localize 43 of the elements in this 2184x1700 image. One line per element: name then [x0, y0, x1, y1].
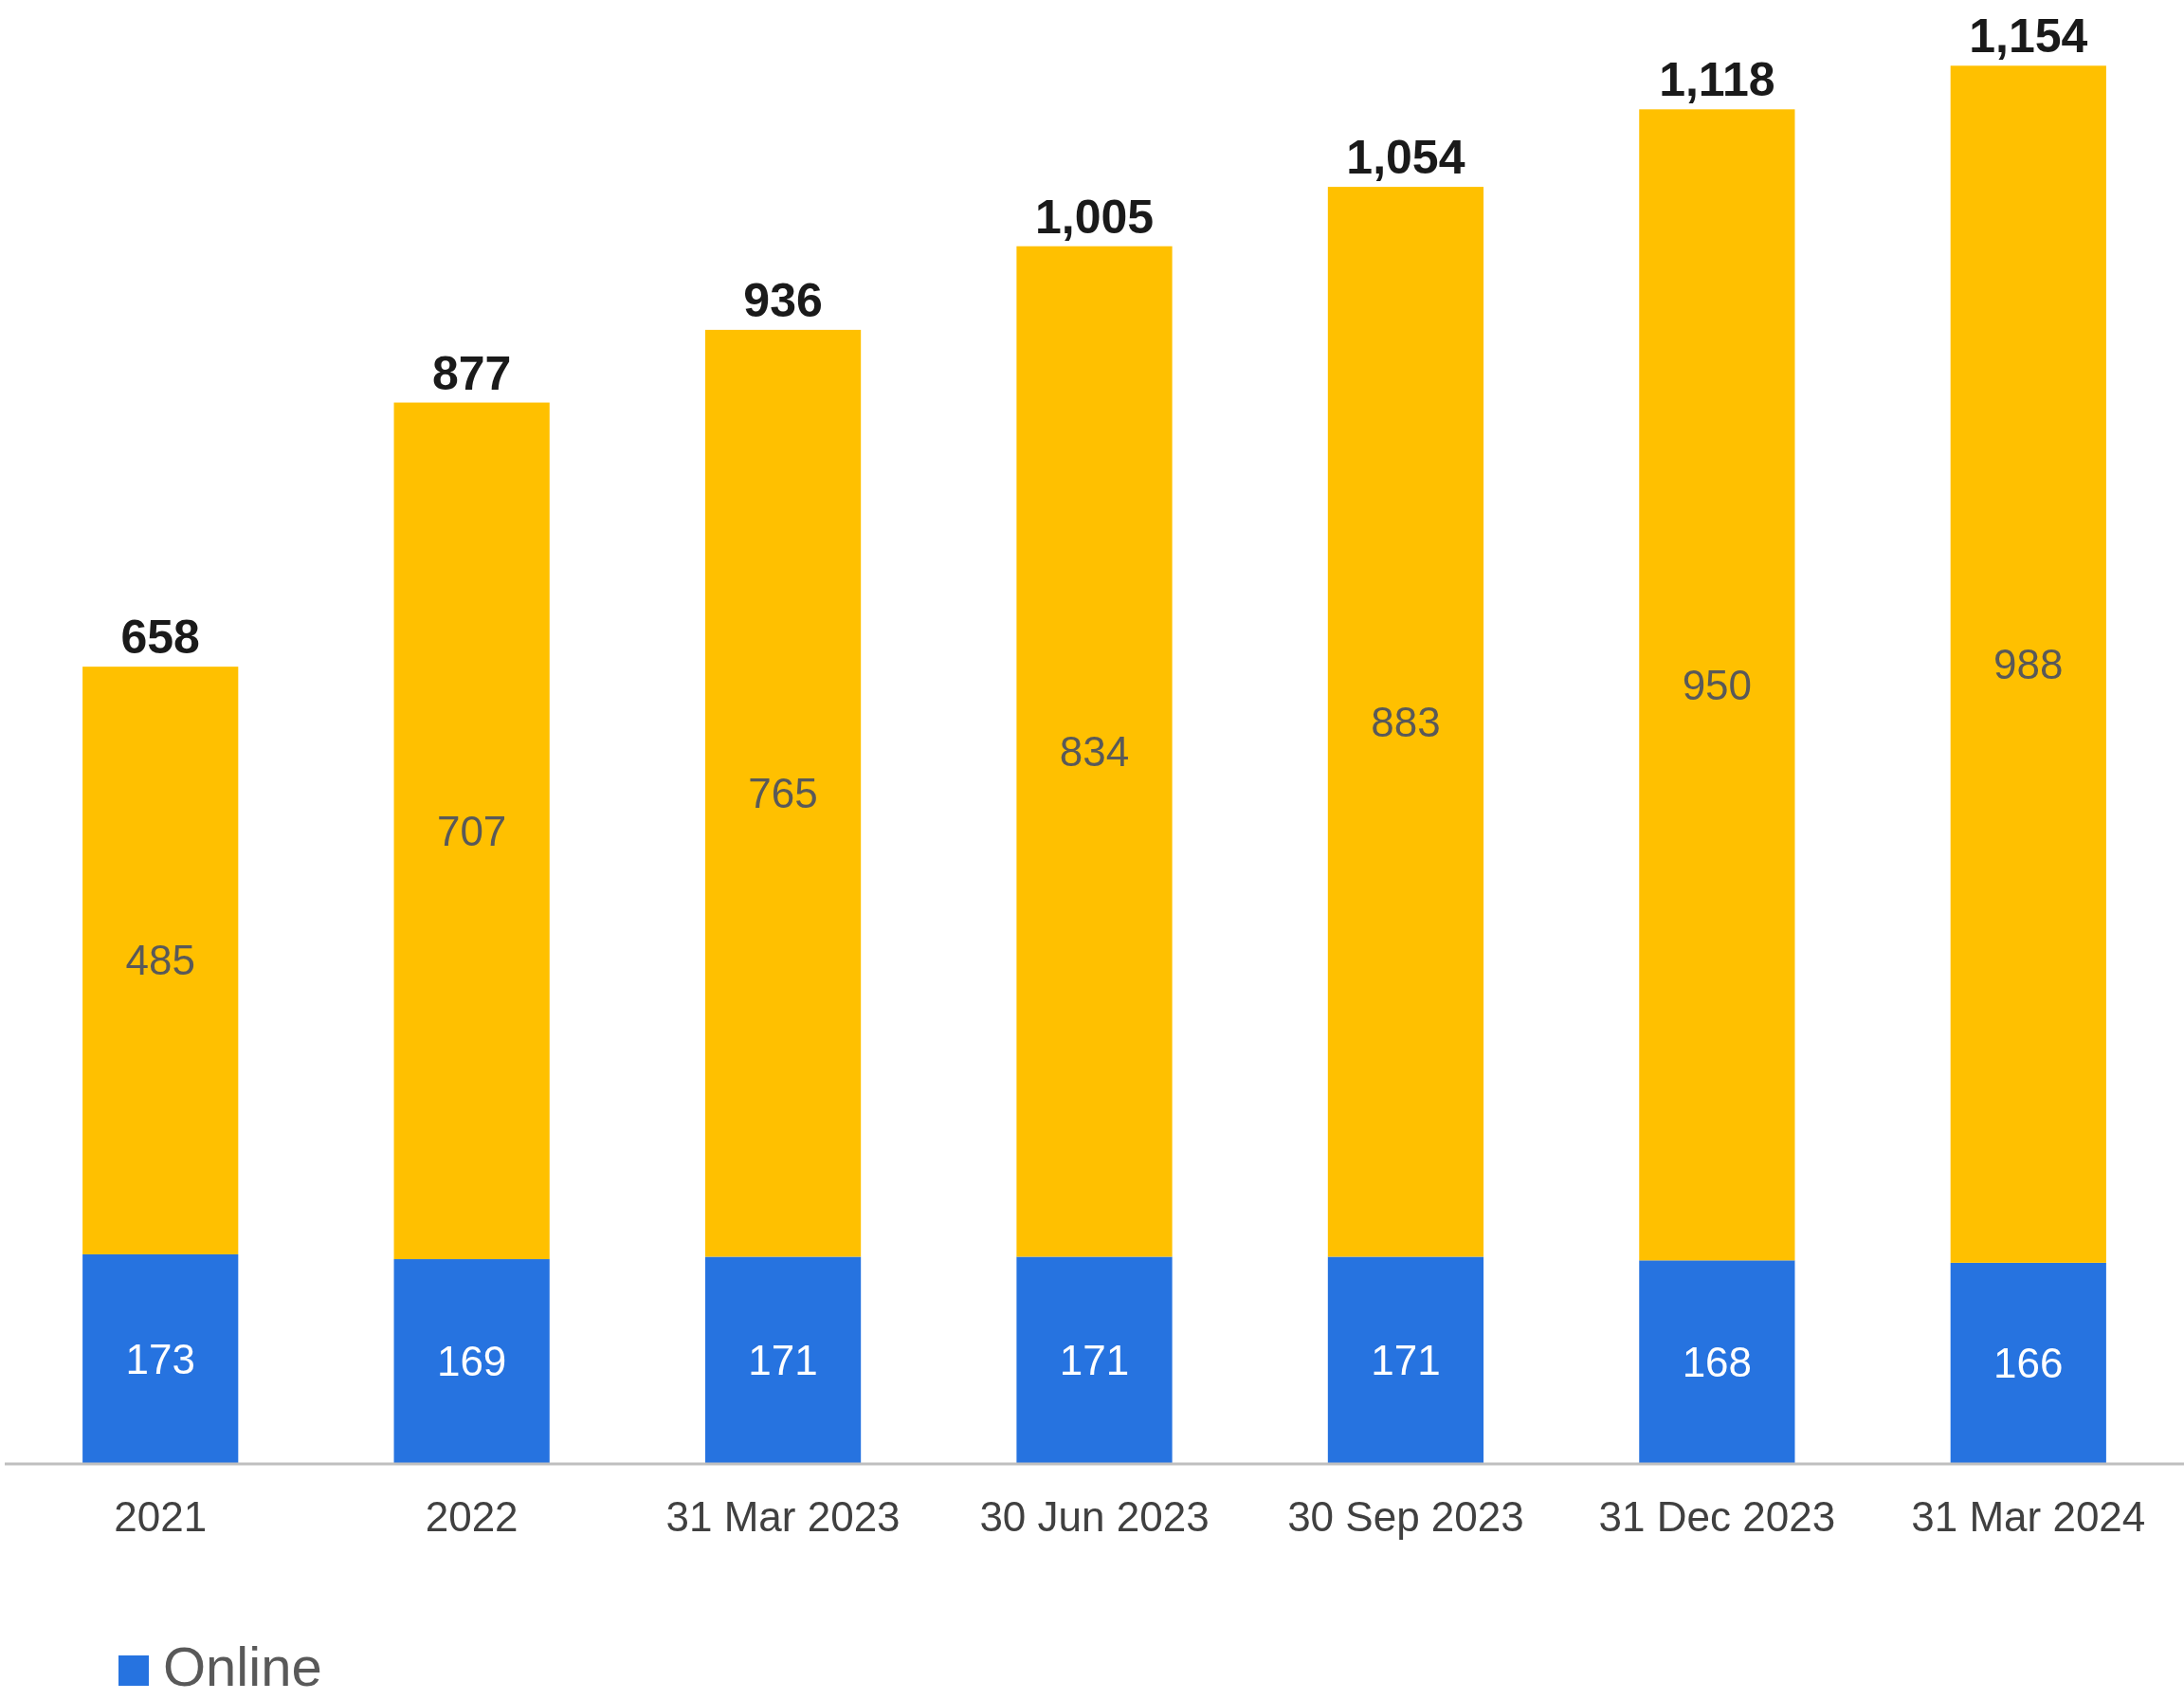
total-label: 936 — [743, 273, 823, 327]
data-label: 171 — [1371, 1337, 1441, 1384]
bar — [393, 1259, 550, 1464]
data-label: 707 — [436, 807, 507, 854]
x-tick-label: 2022 — [425, 1493, 519, 1540]
bar — [82, 667, 239, 1254]
total-label: 1,054 — [1346, 131, 1465, 185]
x-tick-label: 31 Mar 2023 — [665, 1493, 901, 1540]
bar — [1639, 1260, 1795, 1464]
data-label: 834 — [1059, 728, 1130, 775]
x-tick-label: 30 Jun 2023 — [979, 1493, 1210, 1540]
bar — [704, 1256, 862, 1464]
bar — [1950, 1262, 2106, 1464]
bar — [393, 402, 550, 1260]
data-label: 950 — [1682, 661, 1753, 708]
bar — [1327, 1256, 1484, 1464]
bar — [704, 329, 862, 1257]
legend-label: Online — [163, 1636, 322, 1697]
total-label: 1,154 — [1969, 9, 2088, 64]
bar — [1327, 187, 1484, 1257]
data-label: 485 — [125, 937, 195, 984]
data-label: 765 — [748, 770, 818, 817]
total-label: 658 — [120, 611, 200, 665]
data-label: 166 — [1993, 1340, 2064, 1387]
data-label: 988 — [1993, 640, 2064, 687]
x-tick-label: 30 Sep 2023 — [1287, 1493, 1524, 1540]
data-label: 169 — [436, 1338, 507, 1385]
total-label: 1,005 — [1034, 190, 1155, 244]
bar — [82, 1253, 239, 1464]
x-tick-label: 31 Mar 2024 — [1911, 1493, 2146, 1540]
data-label: 171 — [1059, 1337, 1130, 1384]
x-tick-label: 2021 — [114, 1493, 208, 1540]
data-label: 883 — [1371, 698, 1441, 745]
x-tick-label: 31 Dec 2023 — [1598, 1493, 1836, 1540]
bar — [1639, 109, 1795, 1261]
bar — [1016, 246, 1173, 1257]
bar — [1950, 65, 2106, 1263]
data-label: 168 — [1682, 1339, 1753, 1386]
total-label: 1,118 — [1659, 53, 1775, 107]
data-label: 173 — [125, 1335, 195, 1382]
total-label: 877 — [431, 346, 512, 400]
bar — [1016, 1256, 1173, 1464]
data-label: 171 — [748, 1337, 818, 1384]
